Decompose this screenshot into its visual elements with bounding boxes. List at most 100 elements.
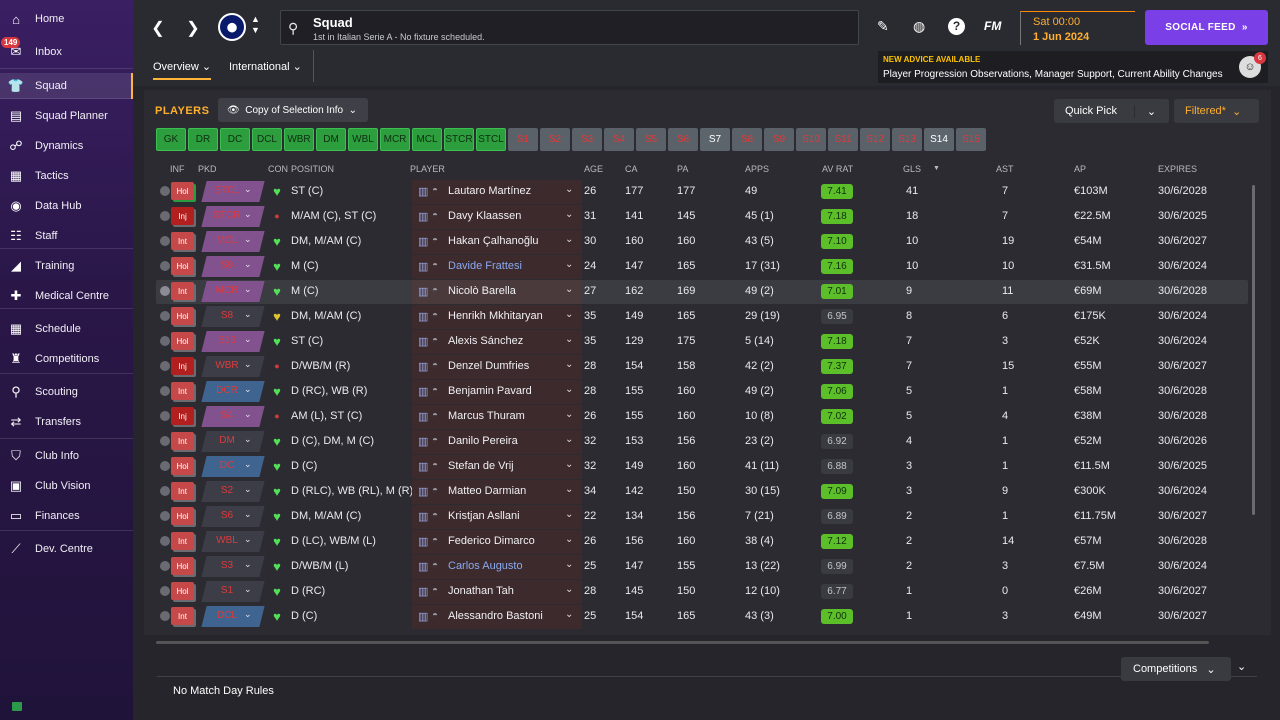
table-row[interactable]: Hol STCL ⌄ ♥ ST (C) ▥ ◓ Lautaro Martínez ⌄ 26 177 1… [156, 180, 1248, 204]
player-name[interactable]: Nicolò Barella [448, 285, 516, 297]
chevron-down-icon[interactable]: ⌄ [244, 284, 252, 294]
competitions-button[interactable]: Competitions ⌄ [1121, 657, 1231, 681]
chevron-down-icon[interactable]: ⌄ [565, 559, 574, 570]
table-row[interactable]: Hol S8 ⌄ ♥ DM, M/AM (C) ▥ ◓ Henrikh Mkhitaryan ⌄… [156, 305, 1248, 329]
quick-pick-button[interactable]: Quick Pick ⌄ [1054, 99, 1169, 123]
position-filter-s13[interactable]: S13 [892, 128, 922, 151]
sidebar-item-squad-planner[interactable]: ▤ Squad Planner [0, 103, 133, 129]
chevron-down-icon[interactable]: ⌄ [244, 209, 252, 219]
player-name[interactable]: Matteo Darmian [448, 485, 527, 497]
player-name[interactable]: Henrikh Mkhitaryan [448, 310, 543, 322]
chevron-down-icon[interactable]: ⌄ [244, 609, 252, 619]
position-filter-dcl[interactable]: DCL [252, 128, 282, 151]
player-name[interactable]: Benjamin Pavard [448, 385, 532, 397]
chevron-down-icon[interactable]: ⌄ [565, 534, 574, 545]
sort-desc-icon[interactable]: ▼ [933, 165, 940, 172]
player-name[interactable]: Danilo Pereira [448, 435, 518, 447]
column-header-con[interactable]: CON [268, 164, 288, 174]
column-header-gls[interactable]: GLS [903, 164, 922, 174]
position-filter-s15[interactable]: S15 [956, 128, 986, 151]
row-select-checkbox[interactable] [160, 311, 170, 321]
row-select-checkbox[interactable] [160, 186, 170, 196]
sidebar-item-finances[interactable]: ▭ Finances [0, 503, 133, 529]
social-feed-button[interactable]: SOCIAL FEED » [1145, 10, 1268, 45]
player-name[interactable]: Carlos Augusto [448, 560, 523, 572]
table-row[interactable]: Inj S4 ⌄ ● AM (L), ST (C) ▥ ◓ Marcus Thuram ⌄ 26 1… [156, 405, 1248, 429]
chevron-down-icon[interactable]: ⌄ [244, 234, 252, 244]
chevron-down-icon[interactable]: ⌄ [565, 209, 574, 220]
player-name[interactable]: Jonathan Tah [448, 585, 514, 597]
vertical-scrollbar[interactable] [1252, 185, 1255, 515]
chevron-down-icon[interactable]: ⌄ [244, 509, 252, 519]
row-select-checkbox[interactable] [160, 611, 170, 621]
row-select-checkbox[interactable] [160, 586, 170, 596]
sidebar-item-club-vision[interactable]: ▣ Club Vision [0, 473, 133, 499]
table-row[interactable]: Int MCR ⌄ ♥ M (C) ▥ ◓ Nicolò Barella ⌄ 27 162 169 49… [156, 280, 1248, 304]
sidebar-item-dev-centre[interactable]: ⟋ Dev. Centre [0, 536, 133, 562]
sidebar-item-home[interactable]: ⌂ Home [0, 6, 133, 32]
position-filter-mcr[interactable]: MCR [380, 128, 410, 151]
row-select-checkbox[interactable] [160, 536, 170, 546]
player-name[interactable]: Hakan Çalhanoğlu [448, 235, 539, 247]
table-row[interactable]: Hol S9 ⌄ ♥ M (C) ▥ ◓ Davide Frattesi ⌄ 24 147 165 17… [156, 255, 1248, 279]
tab-international[interactable]: International ⌄ [229, 60, 302, 73]
sidebar-item-transfers[interactable]: ⇄ Transfers [0, 409, 133, 435]
horizontal-scrollbar[interactable] [156, 641, 1209, 644]
sidebar-item-schedule[interactable]: ▦ Schedule [0, 316, 133, 342]
position-filter-wbl[interactable]: WBL [348, 128, 378, 151]
player-name[interactable]: Denzel Dumfries [448, 360, 530, 372]
player-name[interactable]: Davy Klaassen [448, 210, 522, 222]
table-row[interactable]: Inj STCR ⌄ ● M/AM (C), ST (C) ▥ ◓ Davy Klaassen… [156, 205, 1248, 229]
position-filter-s3[interactable]: S3 [572, 128, 602, 151]
player-name[interactable]: Stefan de Vrij [448, 460, 514, 472]
sidebar-item-squad[interactable]: 👕 Squad [0, 73, 133, 99]
player-name[interactable]: Kristjan Asllani [448, 510, 520, 522]
column-header-position[interactable]: POSITION [291, 164, 335, 174]
sidebar-item-medical-centre[interactable]: ✚ Medical Centre [0, 283, 133, 309]
chevron-down-icon[interactable]: ⌄ [244, 584, 252, 594]
copy-selection-info-button[interactable]: 👁 Copy of Selection Info ⌄ [218, 98, 368, 122]
position-filter-s12[interactable]: S12 [860, 128, 890, 151]
position-filter-stcl[interactable]: STCL [476, 128, 506, 151]
position-filter-s2[interactable]: S2 [540, 128, 570, 151]
column-header-ast[interactable]: AST [996, 164, 1014, 174]
chevron-down-icon[interactable]: ⌄ [244, 184, 252, 194]
table-row[interactable]: Int WBL ⌄ ♥ D (LC), WB/M (L) ▥ ◓ Federico Dimar… [156, 530, 1248, 554]
chevron-down-icon[interactable]: ⌄ [244, 484, 252, 494]
position-filter-s9[interactable]: S9 [764, 128, 794, 151]
back-arrow-icon[interactable]: ❮ [151, 20, 165, 37]
column-header-age[interactable]: AGE [584, 164, 604, 174]
row-select-checkbox[interactable] [160, 336, 170, 346]
column-header-apps[interactable]: APPS [745, 164, 770, 174]
player-name[interactable]: Alessandro Bastoni [448, 610, 543, 622]
chevron-down-icon[interactable]: ⌄ [244, 434, 252, 444]
continue-date[interactable]: Sat 00:00 1 Jun 2024 [1020, 11, 1135, 45]
sidebar-item-staff[interactable]: ☷ Staff [0, 223, 133, 249]
column-header-inf[interactable]: INF [170, 164, 185, 174]
row-select-checkbox[interactable] [160, 386, 170, 396]
sidebar-item-data-hub[interactable]: ◉ Data Hub [0, 193, 133, 219]
column-header-ap[interactable]: AP [1074, 164, 1087, 174]
chevron-down-icon[interactable]: ⌄ [1134, 104, 1168, 118]
position-filter-stcr[interactable]: STCR [444, 128, 474, 151]
position-filter-s14[interactable]: S14 [924, 128, 954, 151]
column-header-pa[interactable]: PA [677, 164, 689, 174]
row-select-checkbox[interactable] [160, 361, 170, 371]
row-select-checkbox[interactable] [160, 486, 170, 496]
table-row[interactable]: Hol S3 ⌄ ♥ D/WB/M (L) ▥ ◓ Carlos Augusto ⌄ 25 147 1… [156, 555, 1248, 579]
row-select-checkbox[interactable] [160, 411, 170, 421]
chevron-down-icon[interactable]: ⌄ [565, 509, 574, 520]
chevron-down-icon[interactable]: ⌄ [244, 534, 252, 544]
collapse-chevron-icon[interactable]: ⌄ [1237, 661, 1247, 673]
chevron-down-icon[interactable]: ⌄ [565, 234, 574, 245]
position-filter-s10[interactable]: S10 [796, 128, 826, 151]
chevron-down-icon[interactable]: ⌄ [565, 284, 574, 295]
club-logo[interactable]: ⬤ [218, 13, 246, 41]
row-select-checkbox[interactable] [160, 286, 170, 296]
chevron-down-icon[interactable]: ⌄ [244, 384, 252, 394]
position-filter-dr[interactable]: DR [188, 128, 218, 151]
chevron-down-icon[interactable]: ⌄ [565, 309, 574, 320]
pencil-icon[interactable]: ✎ [877, 18, 889, 34]
chevron-down-icon[interactable]: ⌄ [244, 359, 252, 369]
table-row[interactable]: Hol S6 ⌄ ♥ DM, M/AM (C) ▥ ◓ Kristjan Asllani ⌄ 22… [156, 505, 1248, 529]
